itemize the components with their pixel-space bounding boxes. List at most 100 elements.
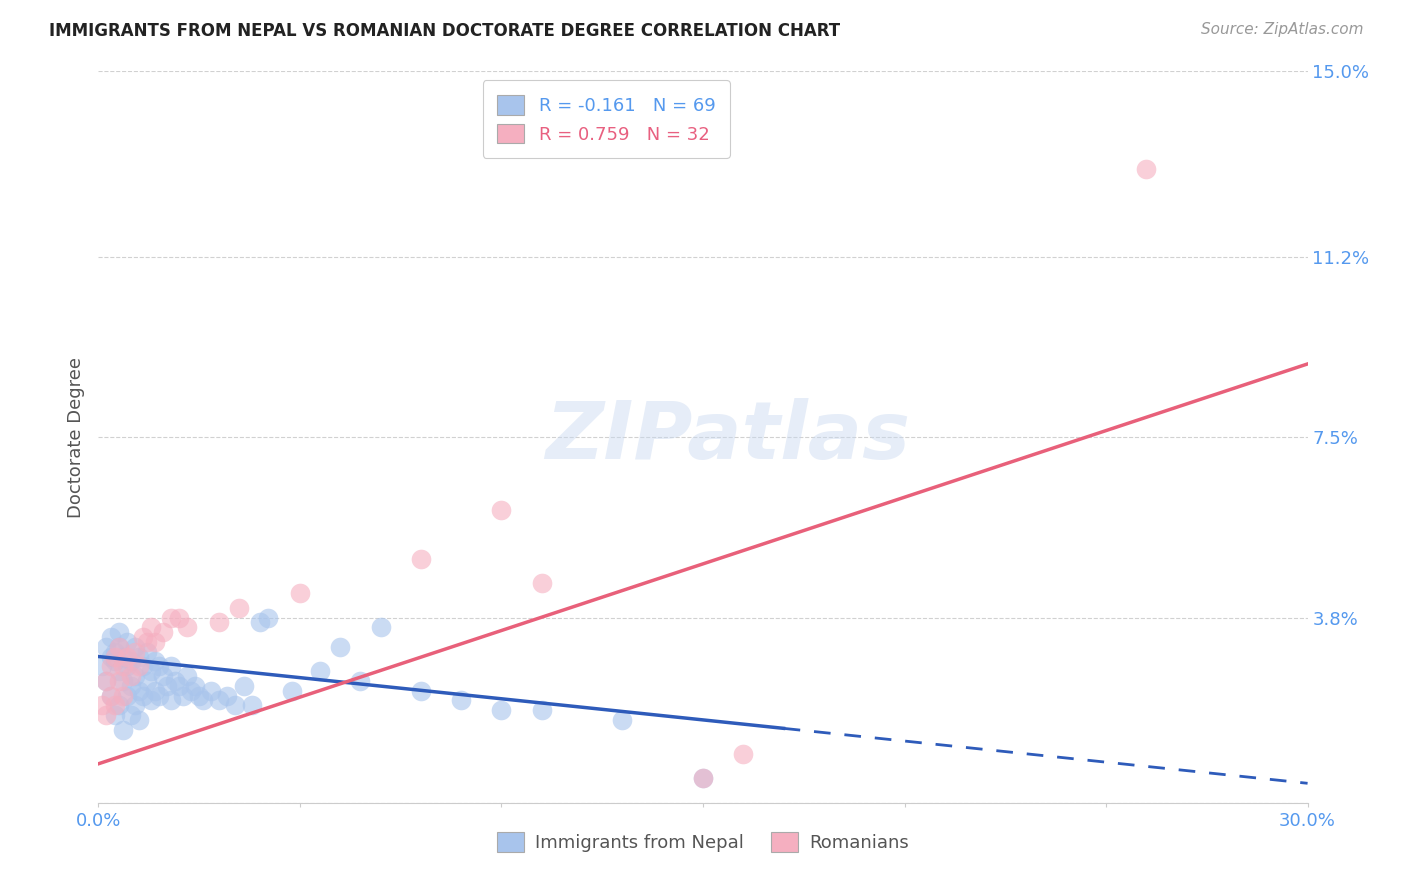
Point — [128, 659, 150, 673]
Point — [143, 635, 166, 649]
Point — [91, 659, 114, 673]
Point — [111, 659, 134, 673]
Point — [132, 659, 155, 673]
Point — [100, 689, 122, 703]
Point — [160, 693, 183, 707]
Point — [612, 713, 634, 727]
Point — [132, 689, 155, 703]
Point — [224, 698, 246, 713]
Point — [1135, 161, 1157, 176]
Point — [240, 698, 263, 713]
Point — [329, 640, 352, 654]
Point — [103, 708, 125, 723]
Point — [143, 654, 166, 668]
Point — [103, 654, 125, 668]
Point — [370, 620, 392, 634]
Point — [530, 703, 553, 717]
Point — [115, 659, 138, 673]
Point — [152, 669, 174, 683]
Point — [692, 772, 714, 786]
Point — [100, 659, 122, 673]
Point — [491, 503, 513, 517]
Point — [176, 669, 198, 683]
Point — [349, 673, 371, 688]
Legend: Immigrants from Nepal, Romanians: Immigrants from Nepal, Romanians — [491, 825, 915, 860]
Point — [450, 693, 472, 707]
Point — [115, 635, 138, 649]
Point — [96, 673, 118, 688]
Point — [107, 698, 129, 713]
Point — [135, 645, 157, 659]
Point — [132, 630, 155, 644]
Point — [100, 630, 122, 644]
Point — [111, 673, 134, 688]
Point — [180, 683, 202, 698]
Text: Source: ZipAtlas.com: Source: ZipAtlas.com — [1201, 22, 1364, 37]
Y-axis label: Doctorate Degree: Doctorate Degree — [66, 357, 84, 517]
Point — [152, 625, 174, 640]
Point — [120, 654, 142, 668]
Point — [96, 673, 118, 688]
Point — [160, 610, 183, 624]
Point — [120, 669, 142, 683]
Point — [103, 645, 125, 659]
Point — [100, 689, 122, 703]
Point — [107, 640, 129, 654]
Point — [176, 620, 198, 634]
Point — [107, 673, 129, 688]
Point — [692, 772, 714, 786]
Point — [409, 683, 432, 698]
Point — [120, 708, 142, 723]
Point — [120, 679, 142, 693]
Point — [107, 640, 129, 654]
Point — [103, 698, 125, 713]
Point — [139, 620, 162, 634]
Text: ZIPatlas: ZIPatlas — [544, 398, 910, 476]
Point — [139, 664, 162, 678]
Point — [249, 615, 271, 630]
Text: IMMIGRANTS FROM NEPAL VS ROMANIAN DOCTORATE DEGREE CORRELATION CHART: IMMIGRANTS FROM NEPAL VS ROMANIAN DOCTOR… — [49, 22, 841, 40]
Point — [163, 673, 186, 688]
Point — [281, 683, 304, 698]
Point — [111, 723, 134, 737]
Point — [156, 679, 179, 693]
Point — [103, 649, 125, 664]
Point — [135, 673, 157, 688]
Point — [111, 649, 134, 664]
Point — [288, 586, 311, 600]
Point — [111, 689, 134, 703]
Point — [115, 689, 138, 703]
Point — [128, 713, 150, 727]
Point — [148, 659, 170, 673]
Point — [184, 679, 207, 693]
Point — [139, 693, 162, 707]
Point — [172, 689, 194, 703]
Point — [100, 649, 122, 664]
Point — [124, 640, 146, 654]
Point — [167, 679, 190, 693]
Point — [124, 645, 146, 659]
Point — [96, 640, 118, 654]
Point — [96, 708, 118, 723]
Point — [491, 703, 513, 717]
Point — [135, 635, 157, 649]
Point — [232, 679, 254, 693]
Point — [409, 552, 432, 566]
Point — [530, 576, 553, 591]
Point — [124, 698, 146, 713]
Point — [228, 600, 250, 615]
Point — [124, 669, 146, 683]
Point — [188, 689, 211, 703]
Point — [208, 693, 231, 707]
Point — [200, 683, 222, 698]
Point — [128, 683, 150, 698]
Point — [91, 698, 114, 713]
Point — [128, 649, 150, 664]
Point — [107, 664, 129, 678]
Point — [256, 610, 278, 624]
Point — [309, 664, 332, 678]
Point — [733, 747, 755, 761]
Point — [107, 625, 129, 640]
Point — [148, 689, 170, 703]
Point — [143, 683, 166, 698]
